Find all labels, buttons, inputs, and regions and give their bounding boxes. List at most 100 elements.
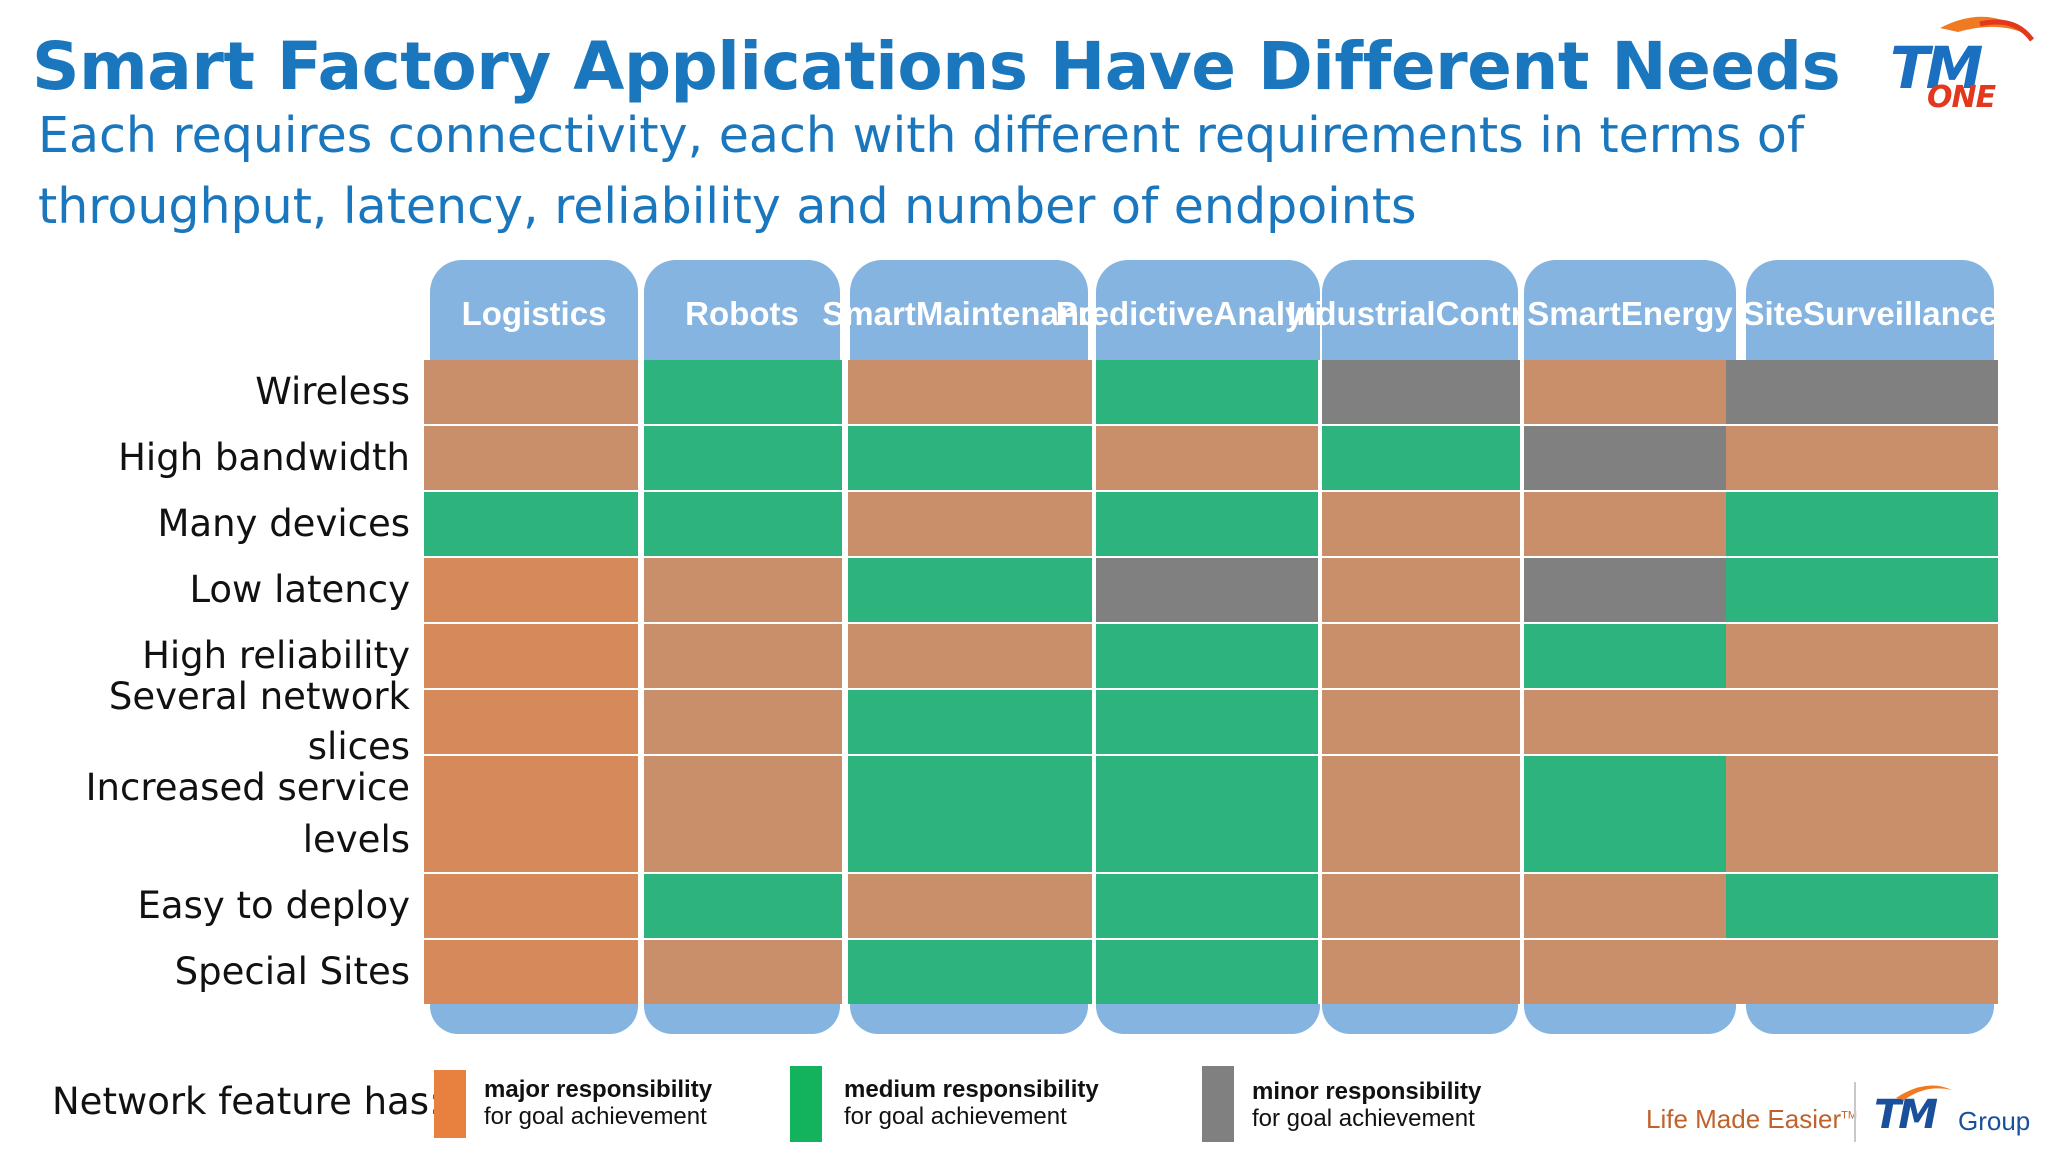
matrix-cell xyxy=(1726,492,1998,556)
header-line: Site xyxy=(1742,295,1804,332)
matrix-cell xyxy=(1524,360,1726,424)
matrix-cell xyxy=(1096,756,1318,872)
logo-suffix: ONE xyxy=(1927,80,1996,115)
header-line: Smart xyxy=(822,295,916,332)
page-subtitle: Each requires connectivity, each with di… xyxy=(38,107,1805,235)
matrix-cell xyxy=(1322,940,1520,1004)
matrix-cell xyxy=(1322,874,1520,938)
matrix-cell xyxy=(1322,756,1520,872)
matrix-cell xyxy=(1322,624,1520,688)
header-line: Energy xyxy=(1620,295,1733,332)
row-label-several-network-slices: Several network slices xyxy=(108,675,410,768)
matrix-cell xyxy=(848,940,1092,1004)
row-label-high-reliability: High reliability xyxy=(142,634,410,677)
matrix-cell xyxy=(644,940,842,1004)
matrix-cell xyxy=(1322,690,1520,754)
matrix-cell xyxy=(1096,690,1318,754)
matrix-cell xyxy=(644,690,842,754)
matrix-cell xyxy=(644,756,842,872)
column-footer-industrial-control xyxy=(1322,1004,1518,1034)
tm-one-logo-icon xyxy=(1940,16,2035,42)
matrix-cell xyxy=(848,756,1092,872)
matrix-cell xyxy=(1524,558,1726,622)
row-label-many-devices: Many devices xyxy=(157,502,410,545)
legend-major-text: for goal achievement xyxy=(484,1103,707,1130)
matrix-cell xyxy=(424,940,638,1004)
legend-swatch-minor xyxy=(1202,1066,1234,1142)
matrix-cell xyxy=(1726,690,1998,754)
row-label-special-sites: Special Sites xyxy=(174,950,410,993)
matrix-cell xyxy=(848,690,1092,754)
matrix-cell xyxy=(1096,360,1318,424)
matrix-cell xyxy=(1096,558,1318,622)
matrix-cell xyxy=(424,558,638,622)
matrix-cell xyxy=(424,492,638,556)
matrix-cell xyxy=(1322,360,1520,424)
matrix-cell xyxy=(1726,874,1998,938)
matrix-cell xyxy=(1322,492,1520,556)
legend-major-bold: major responsibility xyxy=(484,1076,713,1103)
matrix-cell xyxy=(1524,492,1726,556)
matrix-cell xyxy=(1524,756,1726,872)
group-logo-brand: TM xyxy=(1874,1092,1938,1138)
column-footer-site-surveillance xyxy=(1746,1004,1994,1034)
column-header-predictive-analytics: Predictive Analytics xyxy=(1056,260,1360,360)
matrix-cell xyxy=(1726,426,1998,490)
header-line: Surveillance xyxy=(1803,295,1998,332)
column-header-logistics: Logistics xyxy=(430,260,638,360)
legend-minor-bold: minor responsibility xyxy=(1252,1078,1482,1105)
header-line: Industrial xyxy=(1287,295,1436,332)
legend-label-medium: medium responsibility for goal achieveme… xyxy=(844,1076,1099,1130)
column-footer-smart-maintenance xyxy=(850,1004,1088,1034)
matrix-cell xyxy=(424,874,638,938)
matrix-cell xyxy=(1096,874,1318,938)
matrix-cell xyxy=(1322,558,1520,622)
matrix-cell xyxy=(1726,756,1998,872)
column-footer-predictive-analytics xyxy=(1096,1004,1320,1034)
legend-title: Network feature has: xyxy=(52,1080,442,1123)
row-label-low-latency: Low latency xyxy=(189,568,410,611)
matrix-cell xyxy=(848,426,1092,490)
legend-medium-text: for goal achievement xyxy=(844,1103,1067,1130)
matrix-cell xyxy=(424,756,638,872)
footer-divider xyxy=(1854,1082,1856,1142)
matrix-cell xyxy=(1524,940,1726,1004)
matrix-cell xyxy=(1096,940,1318,1004)
legend-swatch-major xyxy=(434,1070,466,1138)
matrix-cell xyxy=(1322,426,1520,490)
matrix-cell xyxy=(1524,690,1726,754)
matrix-cell xyxy=(848,492,1092,556)
matrix-cell xyxy=(644,492,842,556)
matrix-cell xyxy=(644,360,842,424)
row-label-high-bandwidth: High bandwidth xyxy=(118,436,410,479)
matrix-cell xyxy=(424,360,638,424)
tagline-text: Life Made Easier xyxy=(1646,1104,1842,1134)
row-label-wireless: Wireless xyxy=(255,370,410,413)
matrix-cell xyxy=(424,624,638,688)
matrix-cell xyxy=(1726,624,1998,688)
column-header-smart-maintenance: Smart Maintenance xyxy=(822,260,1116,360)
header-line: Predictive xyxy=(1055,295,1214,332)
matrix-cell xyxy=(1096,492,1318,556)
logo-brand: TM xyxy=(1890,34,1983,102)
matrix-cell xyxy=(644,624,842,688)
matrix-cell xyxy=(1096,426,1318,490)
header-line: Smart xyxy=(1527,295,1621,332)
trademark-mark: TM xyxy=(1841,1109,1857,1122)
matrix-cell xyxy=(1726,940,1998,1004)
legend-medium-bold: medium responsibility xyxy=(844,1076,1099,1103)
legend-swatch-medium xyxy=(790,1066,822,1142)
column-header-site-surveillance: Site Surveillance xyxy=(1742,260,1998,360)
matrix-cell xyxy=(848,360,1092,424)
matrix-cell xyxy=(644,426,842,490)
matrix-cell xyxy=(1726,558,1998,622)
matrix-cell xyxy=(1524,874,1726,938)
matrix-cell xyxy=(848,558,1092,622)
legend-minor-text: for goal achievement xyxy=(1252,1105,1475,1132)
matrix-cell xyxy=(1726,360,1998,424)
column-footer-smart-energy xyxy=(1524,1004,1736,1034)
legend-label-major: major responsibility for goal achievemen… xyxy=(484,1076,712,1130)
row-label-easy-to-deploy: Easy to deploy xyxy=(137,884,410,927)
matrix-cell xyxy=(644,874,842,938)
matrix-cell xyxy=(424,426,638,490)
